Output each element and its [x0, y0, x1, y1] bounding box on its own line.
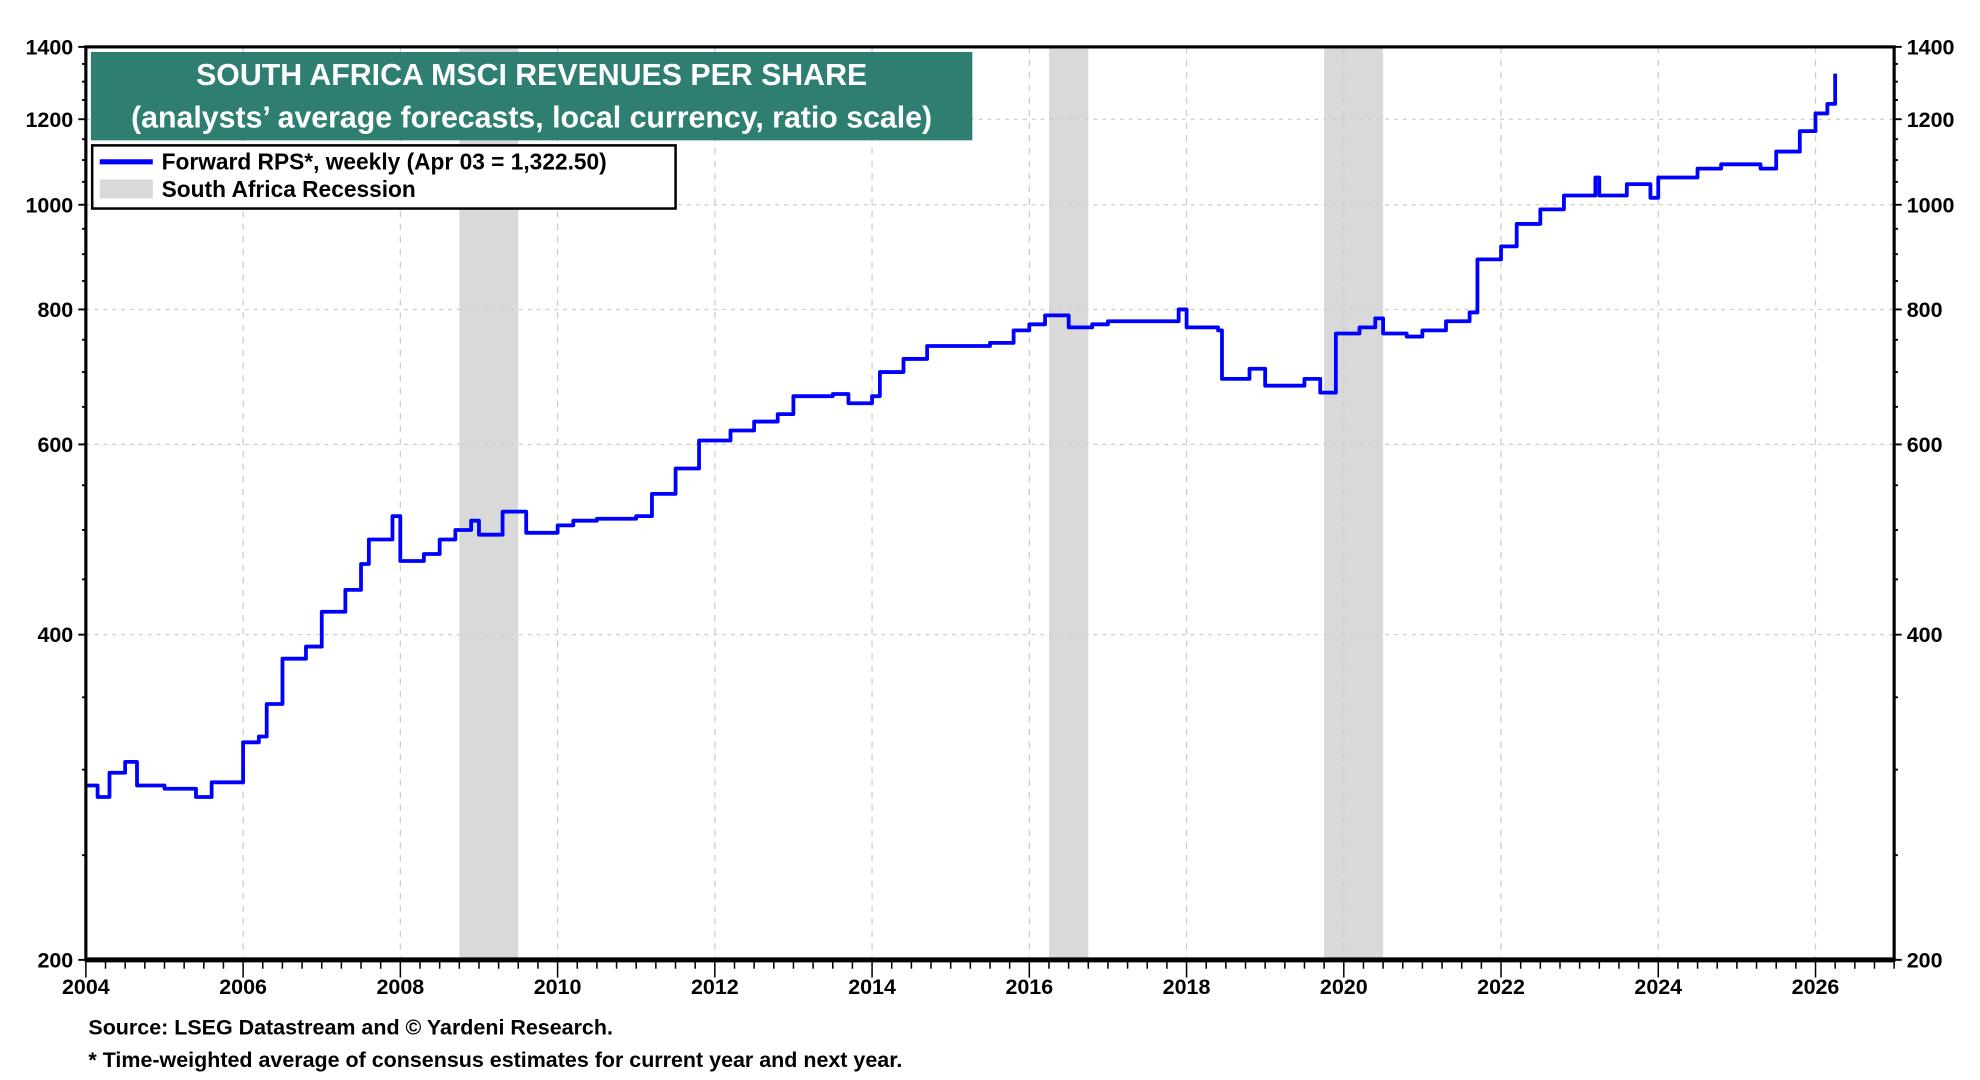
- title-box: SOUTH AFRICA MSCI REVENUES PER SHARE (an…: [90, 51, 973, 141]
- y-tick-label-left: 600: [37, 433, 73, 457]
- x-tick-label: 2024: [1634, 975, 1682, 999]
- y-tick-label-right: 800: [1907, 298, 1943, 322]
- legend: Forward RPS*, weekly (Apr 03 = 1,322.50)…: [90, 144, 677, 210]
- footnote: * Time-weighted average of consensus est…: [88, 1048, 902, 1072]
- x-tick-label: 2020: [1320, 975, 1368, 999]
- legend-box: [90, 144, 677, 210]
- legend-recession-swatch: [99, 179, 153, 199]
- y-tick-label-left: 800: [37, 298, 73, 322]
- y-tick-label-left: 200: [37, 948, 73, 972]
- x-tick-label: 2026: [1792, 975, 1840, 999]
- recession-band: [1324, 46, 1384, 960]
- legend-series-label: Forward RPS*, weekly (Apr 03 = 1,322.50): [162, 148, 607, 174]
- chart-subtitle: (analysts’ average forecasts, local curr…: [131, 102, 932, 135]
- x-tick-label: 2010: [534, 975, 582, 999]
- source-note: Source: LSEG Datastream and © Yardeni Re…: [88, 1015, 613, 1039]
- forward-rps-line: [85, 73, 1838, 799]
- y-tick-label-right: 200: [1907, 948, 1943, 972]
- title-background: [90, 51, 973, 141]
- x-tick-label: 2016: [1005, 975, 1053, 999]
- x-tick-label: 2006: [219, 975, 267, 999]
- axes: 200 200 400 400 600 600 800 800 1000 1000 1200 1200…: [26, 35, 1955, 998]
- recession-band: [1048, 46, 1089, 960]
- y-tick-label-right: 1000: [1907, 193, 1955, 217]
- x-tick-label: 2004: [62, 975, 110, 999]
- x-tick-label: 2012: [691, 975, 739, 999]
- y-tick-label-right: 600: [1907, 433, 1943, 457]
- y-tick-label-right: 1400: [1907, 35, 1955, 59]
- x-tick-label: 2018: [1163, 975, 1211, 999]
- series-line: [85, 73, 1838, 799]
- y-tick-label-left: 1400: [26, 35, 74, 59]
- y-tick-label-left: 1200: [26, 108, 74, 132]
- y-tick-label-left: 400: [37, 623, 73, 647]
- x-tick-label: 2014: [848, 975, 896, 999]
- y-tick-label-right: 400: [1907, 623, 1943, 647]
- x-tick-label: 2008: [376, 975, 424, 999]
- y-tick-label-left: 1000: [26, 193, 74, 217]
- y-tick-label-right: 1200: [1907, 108, 1955, 132]
- legend-recession-label: South Africa Recession: [162, 176, 416, 202]
- chart-title: SOUTH AFRICA MSCI REVENUES PER SHARE: [196, 59, 867, 92]
- x-tick-label: 2022: [1477, 975, 1525, 999]
